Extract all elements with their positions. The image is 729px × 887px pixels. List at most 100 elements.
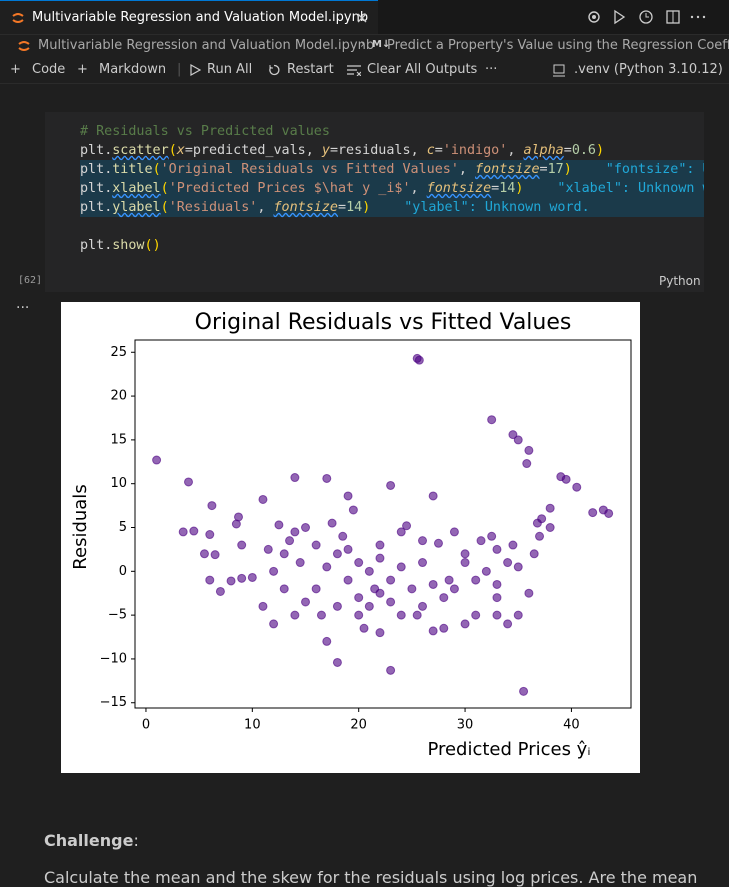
point <box>529 549 539 559</box>
point <box>396 610 406 620</box>
point <box>449 584 459 594</box>
code-token: plt <box>80 162 105 177</box>
code-token: 'Residuals' <box>168 200 258 215</box>
x-axis-label: Predicted Prices ŷᵢ <box>427 739 590 760</box>
code-token: plt <box>80 181 105 196</box>
point <box>375 588 385 598</box>
point <box>375 553 385 563</box>
code-line: # Residuals vs Predicted values <box>80 122 704 141</box>
code-token: ) <box>362 200 371 215</box>
code-token: ) <box>596 143 605 158</box>
point <box>604 508 614 518</box>
point <box>338 531 348 541</box>
point <box>414 355 424 365</box>
code-token: , <box>410 181 427 196</box>
inline-hint: "ylabel": Unknown word. <box>404 200 590 215</box>
point <box>492 593 502 603</box>
code-token: = <box>539 162 548 177</box>
run-all[interactable]: Run All <box>207 62 253 77</box>
point <box>532 518 542 528</box>
point <box>476 536 486 546</box>
point <box>503 619 513 629</box>
code-token: = <box>563 143 572 158</box>
editor-actions[interactable] <box>584 9 714 25</box>
point <box>444 575 454 585</box>
point <box>412 610 422 620</box>
point <box>439 593 449 603</box>
point <box>418 601 428 611</box>
x-tick-label: 10 <box>244 718 261 733</box>
point <box>407 584 417 594</box>
code-token: y <box>321 143 330 158</box>
point <box>269 566 279 576</box>
code-token: xlabel <box>112 181 161 196</box>
code-token: c <box>426 143 435 158</box>
code-token: = <box>329 143 338 158</box>
tab[interactable]: Multivariable Regression and Valuation M… <box>0 0 378 34</box>
x-tick-label: 20 <box>350 718 367 733</box>
point <box>492 544 502 554</box>
breadcrumb-file[interactable]: Multivariable Regression and Valuation M… <box>38 38 375 53</box>
point <box>285 536 295 546</box>
point <box>487 531 497 541</box>
y-tick-label: 25 <box>110 345 127 360</box>
more[interactable]: ··· <box>485 62 498 77</box>
point <box>433 538 443 548</box>
restart-icon <box>269 64 280 76</box>
point <box>508 540 518 550</box>
inline-hint: "fontsize": Unknown word. <box>605 162 704 177</box>
output-menu[interactable]: ··· <box>16 300 30 316</box>
code-token: 14 <box>499 181 516 196</box>
point <box>481 566 491 576</box>
breadcrumb-section[interactable]: Predict a Property's Value using the Reg… <box>387 38 729 53</box>
heading-suffix: : <box>133 831 139 850</box>
breadcrumb-separator: › <box>360 37 366 52</box>
point <box>524 445 534 455</box>
code-token: ) <box>515 181 524 196</box>
tab-bar: Multivariable Regression and Valuation M… <box>0 0 729 35</box>
point <box>343 575 353 585</box>
point <box>535 531 545 541</box>
run-icon <box>190 64 201 76</box>
point <box>386 665 396 675</box>
point <box>513 610 523 620</box>
point <box>322 636 332 646</box>
point <box>471 610 481 620</box>
code-cell[interactable]: # Residuals vs Predicted values plt.scatt… <box>45 112 704 292</box>
code-line: plt.scatter(x=predicted_vals, y=residual… <box>80 141 704 160</box>
y-tick-label: 10 <box>110 476 127 491</box>
code-token: = <box>338 200 347 215</box>
add-code[interactable]: Code <box>32 62 66 77</box>
code-token: 17 <box>547 162 564 177</box>
code-token: alpha <box>523 143 564 158</box>
kernel[interactable]: .venv (Python 3.10.12) <box>574 62 723 77</box>
point <box>311 540 321 550</box>
point <box>226 576 236 586</box>
y-tick-label: −5 <box>108 608 127 623</box>
y-tick-label: 5 <box>119 520 127 535</box>
close-icon[interactable] <box>357 13 367 23</box>
code-token: plt <box>80 238 105 253</box>
y-tick-label: −15 <box>100 695 127 710</box>
point <box>205 575 215 585</box>
code-token: fontsize <box>426 181 492 196</box>
point <box>460 558 470 568</box>
point <box>199 549 209 559</box>
point <box>545 523 555 533</box>
code-token: . <box>104 143 113 158</box>
point <box>375 628 385 638</box>
code-token: ) <box>563 162 572 177</box>
point <box>233 512 243 522</box>
add-markdown[interactable]: Markdown <box>99 62 167 77</box>
output-image: Original Residuals vs Fitted Values Pred… <box>61 302 640 773</box>
point <box>513 435 523 445</box>
restart[interactable]: Restart <box>287 62 334 77</box>
clear-all-outputs[interactable]: Clear All Outputs <box>367 62 478 77</box>
point <box>492 610 502 620</box>
point <box>588 508 598 518</box>
code-token: scatter <box>112 143 169 158</box>
point <box>189 526 199 536</box>
cell-language[interactable]: Python <box>659 274 701 288</box>
point <box>402 521 412 531</box>
y-axis-label: Residuals <box>70 484 91 569</box>
